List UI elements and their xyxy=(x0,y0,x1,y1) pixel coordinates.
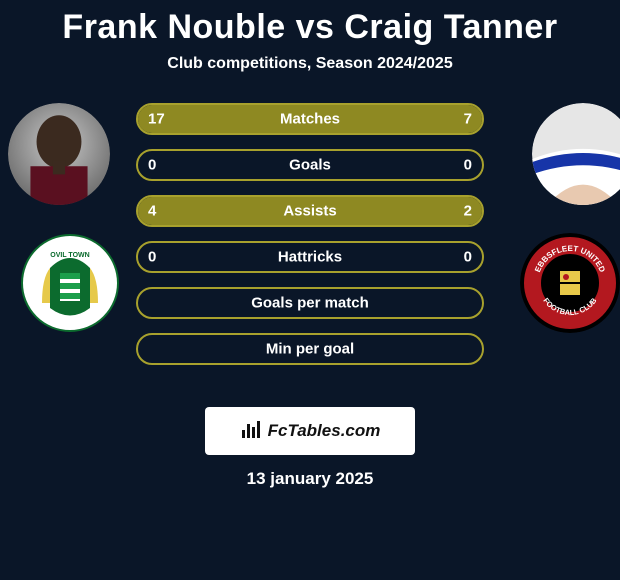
stat-row: Min per goal xyxy=(136,333,484,365)
stat-row: 17 7 Matches xyxy=(136,103,484,135)
player-photo-right xyxy=(532,103,620,205)
stat-value-left: 17 xyxy=(148,111,165,128)
stat-value-right: 0 xyxy=(464,249,472,266)
stat-bar-left xyxy=(138,105,382,133)
stat-label: Assists xyxy=(283,203,336,220)
stat-row: 0 0 Hattricks xyxy=(136,241,484,273)
club-badge-left: OVIL TOWN xyxy=(20,233,120,333)
stat-value-right: 0 xyxy=(464,157,472,174)
stat-row: 4 2 Assists xyxy=(136,195,484,227)
stat-value-left: 0 xyxy=(148,249,156,266)
page-title: Frank Nouble vs Craig Tanner xyxy=(0,0,620,47)
club-badge-right: EBBSFLEET UNITED FOOTBALL CLUB xyxy=(520,233,620,333)
stat-label: Goals xyxy=(289,157,331,174)
brand-text: FcTables.com xyxy=(268,421,381,441)
stat-bars: 17 7 Matches 0 0 Goals 4 2 Assists 0 0 Hattricks Goa… xyxy=(136,103,484,379)
season-subtitle: Club competitions, Season 2024/2025 xyxy=(0,55,620,73)
brand-box: FcTables.com xyxy=(205,407,415,455)
stat-value-right: 2 xyxy=(464,203,472,220)
player-photo-left xyxy=(8,103,110,205)
stat-value-right: 7 xyxy=(464,111,472,128)
stat-label: Matches xyxy=(280,111,340,128)
stats-area: OVIL TOWN EBBSFLEET UNITED FOOTBALL CLUB… xyxy=(0,103,620,403)
stat-value-left: 4 xyxy=(148,203,156,220)
stat-row: Goals per match xyxy=(136,287,484,319)
stat-label: Min per goal xyxy=(266,341,354,358)
stat-label: Goals per match xyxy=(251,295,369,312)
stat-row: 0 0 Goals xyxy=(136,149,484,181)
svg-text:OVIL TOWN: OVIL TOWN xyxy=(50,252,89,259)
date-text: 13 january 2025 xyxy=(0,469,620,489)
bar-chart-icon xyxy=(240,418,262,445)
stat-label: Hattricks xyxy=(278,249,342,266)
stat-value-left: 0 xyxy=(148,157,156,174)
